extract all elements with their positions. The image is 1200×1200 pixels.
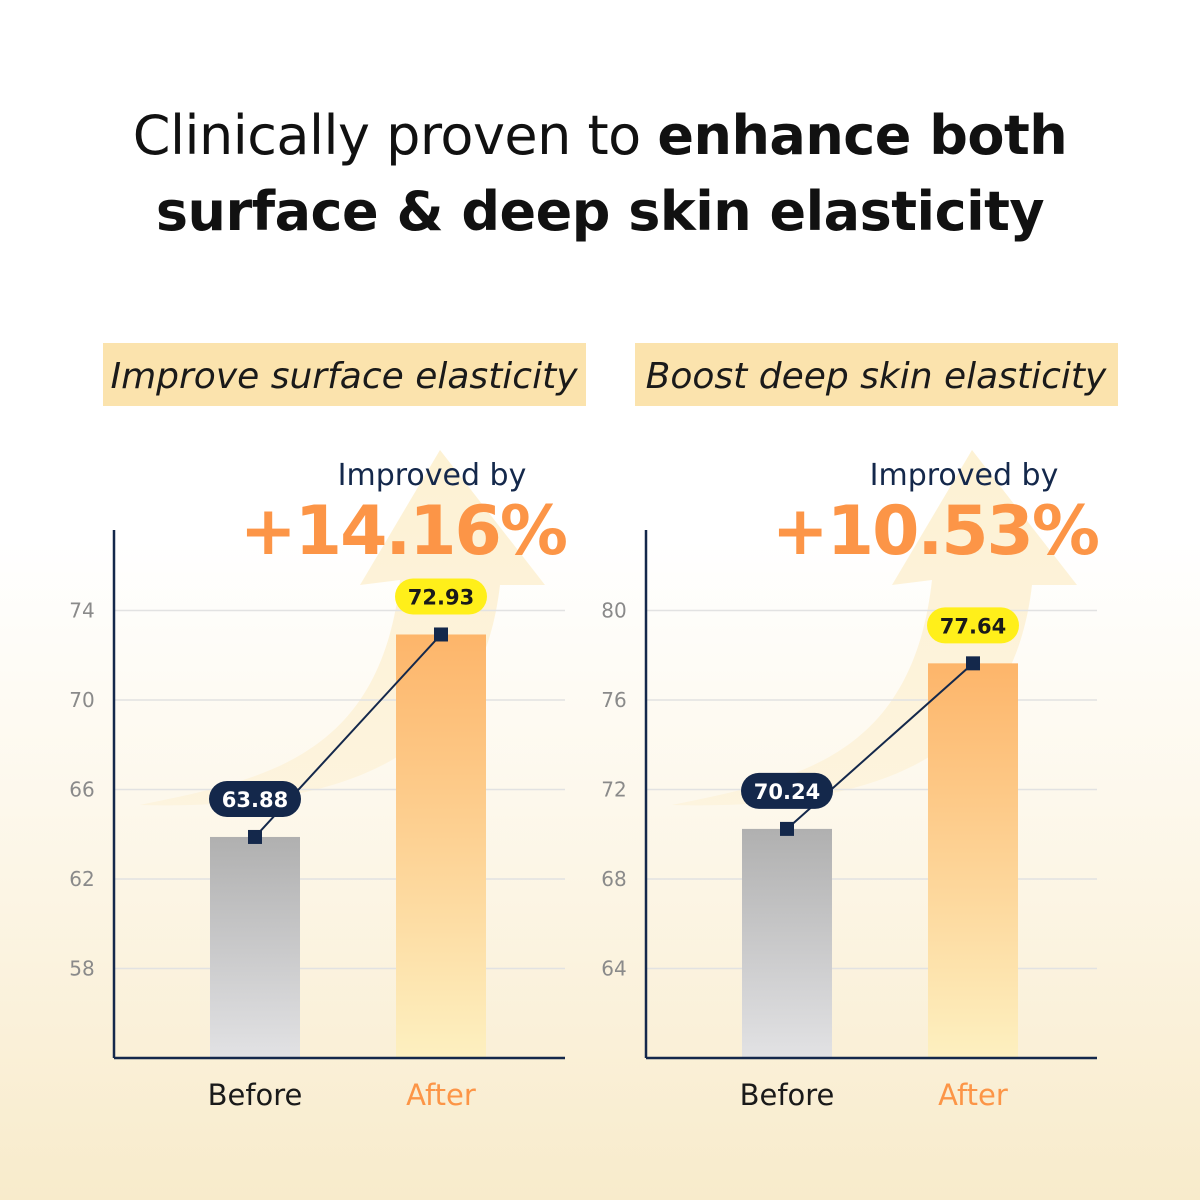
bar-before [742,828,832,1058]
value-badge-after [927,607,1019,644]
data-label: 70.24 [754,780,820,804]
y-tick-label: 72 [601,778,626,802]
improved-by-label: Improved by [338,458,527,493]
y-tick-label: 70 [69,688,94,712]
y-tick-label: 80 [601,599,626,623]
data-point-marker [780,821,794,836]
y-tick-label: 74 [69,599,94,623]
data-label: 77.64 [940,614,1006,638]
data-point-marker [248,829,262,844]
value-badge-before [209,780,301,817]
x-tick-label: Before [208,1078,303,1112]
data-label: 72.93 [408,585,474,609]
chart-2: Boost deep skin elasticity 64 68 72 76 80 70.2… [601,343,1118,1112]
chart-title-box [635,343,1118,406]
chart-1: Improve surface elasticity 58 62 66 70 74 63.8… [69,343,586,1112]
title-regular: Clinically proven to [132,104,658,167]
data-point-marker [966,656,980,671]
x-tick-label: After [406,1078,476,1112]
data-label: 63.88 [222,788,288,812]
improvement-percent: +10.53% [772,492,1098,571]
bar-after [928,663,1018,1058]
chart-title-box [103,343,586,406]
improved-by-label: Improved by [870,458,1059,493]
x-tick-label: After [938,1078,1008,1112]
value-badge-before [741,772,833,809]
bar-after [396,634,486,1058]
x-tick-label: Before [740,1078,835,1112]
chart-title: Boost deep skin elasticity [646,356,1107,397]
y-tick-label: 58 [69,957,94,981]
y-tick-label: 76 [601,688,626,712]
title-bold-2: surface & deep skin elasticity [155,180,1045,243]
bar-before [210,836,300,1058]
improvement-percent: +14.16% [240,492,566,571]
y-tick-label: 68 [601,867,626,891]
value-badge-after [395,578,487,615]
y-tick-label: 62 [69,867,94,891]
y-tick-label: 64 [601,957,626,981]
y-tick-label: 66 [69,778,94,802]
title-bold-1: enhance both [657,104,1068,167]
page-title: Clinically proven to enhance both surfac… [0,98,1200,250]
data-point-marker [434,627,448,642]
chart-title: Improve surface elasticity [110,356,578,397]
